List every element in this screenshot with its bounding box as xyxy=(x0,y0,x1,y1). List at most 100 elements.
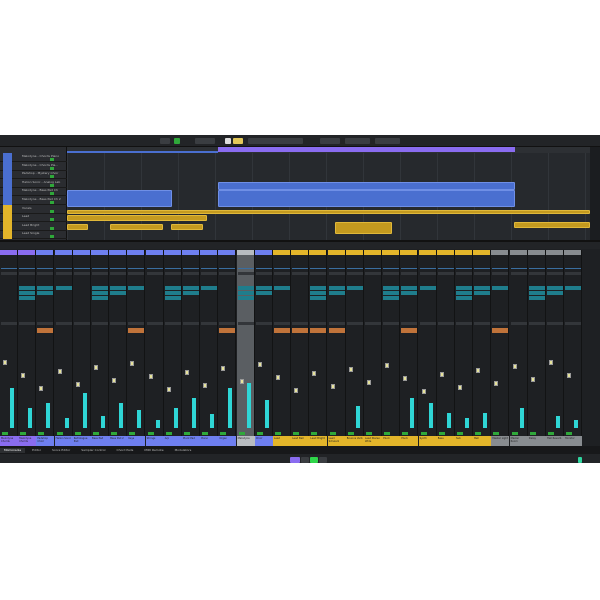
insert-slot[interactable] xyxy=(383,291,400,295)
insert-header[interactable] xyxy=(73,272,90,275)
fader-handle[interactable] xyxy=(3,360,7,365)
track-row[interactable]: Melodyne - Bass Pad Ch 2 xyxy=(0,196,67,205)
channel-header[interactable] xyxy=(418,250,436,255)
audio-event[interactable] xyxy=(335,222,392,234)
eq-curve[interactable] xyxy=(219,257,236,269)
channel-strip[interactable]: Hall Reverb xyxy=(546,250,564,448)
channel-name[interactable]: Lead Stereo Wide xyxy=(364,436,382,448)
channel-header[interactable] xyxy=(200,250,218,255)
channel-name[interactable]: Melodyne Chords xyxy=(18,436,37,448)
channel-strip[interactable]: Monitor xyxy=(564,250,583,448)
monitor-button[interactable] xyxy=(184,432,190,435)
sends-header[interactable] xyxy=(510,322,527,325)
monitor-button[interactable] xyxy=(2,432,8,435)
monitor-button[interactable] xyxy=(165,432,172,435)
channel-name[interactable]: Pluck xyxy=(382,436,401,448)
eq-curve[interactable] xyxy=(528,257,545,269)
fader-handle[interactable] xyxy=(421,389,426,394)
sends-header[interactable] xyxy=(201,322,218,325)
insert-slot[interactable] xyxy=(92,296,108,300)
sends-header[interactable] xyxy=(528,322,545,325)
channel-strip[interactable]: Sub xyxy=(455,250,473,448)
insert-header[interactable] xyxy=(255,272,272,275)
monitor-button[interactable] xyxy=(548,432,554,435)
channel-header[interactable] xyxy=(400,250,418,255)
insert-header[interactable] xyxy=(474,272,491,275)
fader-handle[interactable] xyxy=(403,376,408,381)
channel-strip[interactable]: Pluck Pad xyxy=(182,250,200,448)
insert-slot[interactable] xyxy=(346,286,363,290)
eq-curve[interactable] xyxy=(201,257,218,269)
sends-header[interactable] xyxy=(55,322,72,325)
eq-curve[interactable] xyxy=(547,257,563,269)
fader-handle[interactable] xyxy=(294,388,299,393)
eq-curve[interactable] xyxy=(565,257,582,269)
insert-slot[interactable] xyxy=(310,291,327,295)
track-row[interactable]: Lead Bright xyxy=(0,221,67,231)
eq-curve[interactable] xyxy=(255,257,272,269)
monitor-button[interactable] xyxy=(38,432,45,435)
insert-slot[interactable] xyxy=(328,286,345,290)
sends-header[interactable] xyxy=(365,322,381,325)
monitor-button[interactable] xyxy=(566,432,573,435)
eq-curve[interactable] xyxy=(37,257,54,269)
sends-header[interactable] xyxy=(73,322,90,325)
sends-header[interactable] xyxy=(92,322,108,325)
monitor-button[interactable] xyxy=(93,432,99,435)
monitor-button[interactable] xyxy=(50,183,54,187)
insert-slot[interactable] xyxy=(110,291,127,295)
channel-strip[interactable]: Piano xyxy=(200,250,219,448)
insert-header[interactable] xyxy=(146,272,163,275)
send-slot[interactable] xyxy=(219,328,236,333)
fader-handle[interactable] xyxy=(39,386,44,391)
insert-header[interactable] xyxy=(419,272,436,275)
insert-slot[interactable] xyxy=(528,296,545,300)
track-row[interactable]: Melodyne - Bass Pad Ch xyxy=(0,187,67,197)
insert-slot[interactable] xyxy=(310,286,327,290)
insert-slot[interactable] xyxy=(110,286,127,290)
constrain-button[interactable] xyxy=(160,138,170,144)
sends-header[interactable] xyxy=(456,322,472,325)
channel-header[interactable] xyxy=(273,250,290,255)
monitor-button[interactable] xyxy=(50,158,54,161)
channel-header[interactable] xyxy=(509,250,527,255)
channel-name[interactable]: Bass xyxy=(436,436,455,448)
insert-header[interactable] xyxy=(456,272,472,275)
eq-curve[interactable] xyxy=(437,257,454,269)
insert-slot[interactable] xyxy=(528,291,545,295)
channel-strip[interactable]: Melodyne Chords xyxy=(18,250,37,448)
touch-mode-select[interactable] xyxy=(195,138,215,144)
track-row[interactable]: Lead xyxy=(0,213,67,223)
channel-name[interactable]: Bounce Verb xyxy=(345,436,364,448)
monitor-button[interactable] xyxy=(20,432,27,435)
monitor-button[interactable] xyxy=(475,432,482,435)
channel-header[interactable] xyxy=(18,250,36,255)
channel-name[interactable]: Synth xyxy=(418,436,437,448)
fader-handle[interactable] xyxy=(367,380,371,385)
monitor-button[interactable] xyxy=(111,432,118,435)
sends-header[interactable] xyxy=(474,322,491,325)
channel-name[interactable]: Sub xyxy=(455,436,473,448)
sends-header[interactable] xyxy=(492,322,509,325)
channel-header[interactable] xyxy=(309,250,327,255)
channel-header[interactable] xyxy=(163,250,181,255)
monitor-button[interactable] xyxy=(347,432,354,435)
fader-handle[interactable] xyxy=(130,361,135,366)
channel-header[interactable] xyxy=(436,250,454,255)
insert-slot[interactable] xyxy=(92,291,108,295)
monitor-button[interactable] xyxy=(147,432,154,435)
insert-slot[interactable] xyxy=(547,291,563,295)
send-slot[interactable] xyxy=(292,328,309,333)
monitor-button[interactable] xyxy=(50,166,54,170)
monitor-button[interactable] xyxy=(366,432,372,435)
sends-header[interactable] xyxy=(164,322,181,325)
sends-header[interactable] xyxy=(310,322,327,325)
monitor-button[interactable] xyxy=(511,432,518,435)
insert-header[interactable] xyxy=(1,272,17,275)
insert-slot[interactable] xyxy=(55,286,72,290)
send-slot[interactable] xyxy=(328,328,345,333)
channel-header[interactable] xyxy=(236,250,254,255)
eq-curve[interactable] xyxy=(492,257,509,269)
record-button[interactable] xyxy=(319,457,327,463)
insert-header[interactable] xyxy=(547,272,563,275)
